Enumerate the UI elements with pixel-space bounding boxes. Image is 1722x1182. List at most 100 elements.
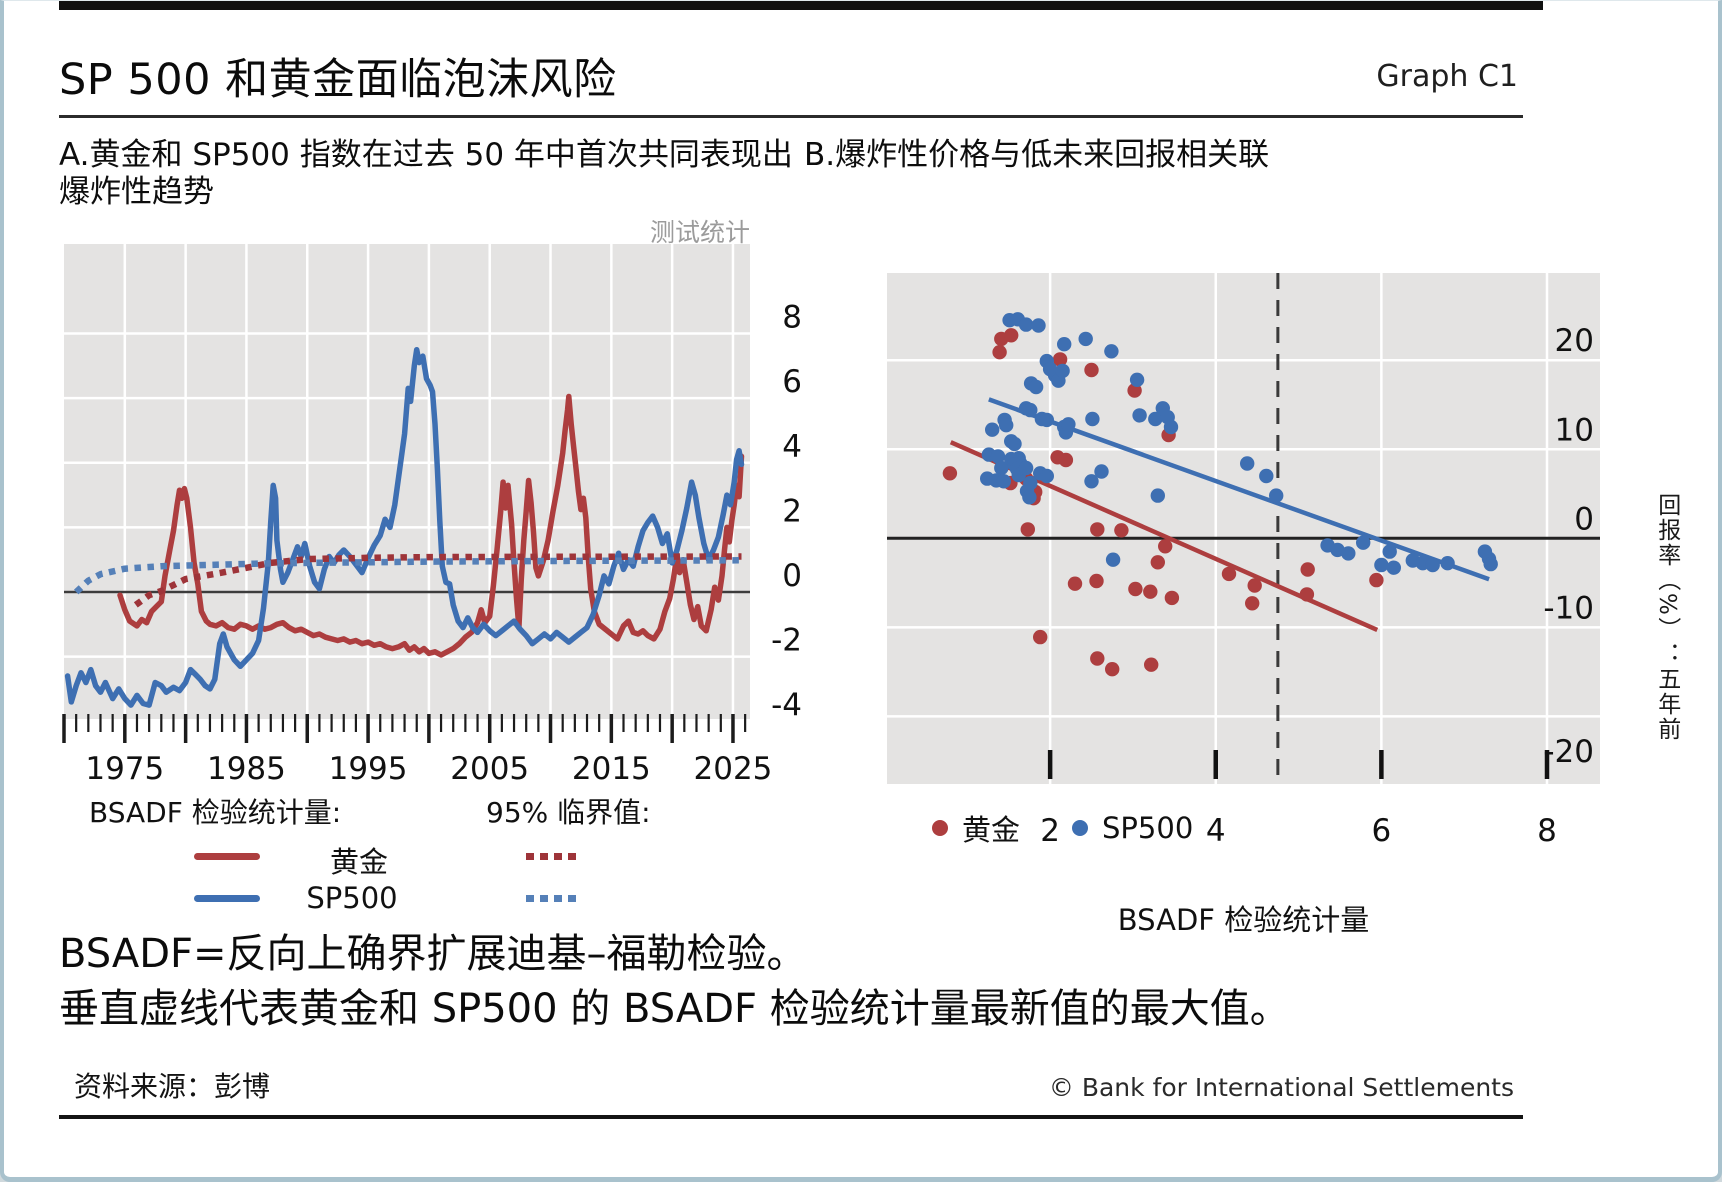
y-label-8: 8 — [782, 300, 802, 336]
legend-a-gold-label: 黄金 — [329, 845, 388, 879]
point — [1143, 584, 1158, 599]
sp500-line-swatch — [194, 895, 260, 902]
source-label: 资料来源：彭博 — [74, 1070, 271, 1103]
legend-a-sp500-label: SP500 — [306, 881, 398, 915]
point — [1039, 468, 1054, 484]
panel-a-y-labels: 8 6 4 2 0 -2 -4 — [771, 300, 802, 724]
point — [1129, 372, 1145, 387]
legend-b-gold-label: 黄金 — [962, 813, 1021, 847]
point — [1369, 572, 1384, 588]
point — [1114, 523, 1129, 538]
point — [1269, 488, 1284, 503]
y-label-10: 10 — [1555, 412, 1594, 448]
point — [1094, 464, 1109, 479]
panel-a-x-ticks — [62, 714, 747, 743]
point — [1374, 557, 1389, 573]
panel-a-chart: 1975 1985 1995 2005 2015 2025 8 6 4 2 0 -2 -4 — [62, 244, 802, 787]
point — [1341, 546, 1356, 561]
gold-critical-swatch — [526, 853, 578, 860]
point — [1150, 555, 1165, 570]
sp500-critical-swatch — [526, 895, 578, 902]
point — [1031, 318, 1046, 333]
point — [1058, 452, 1074, 468]
panel-b-x-axis-title: BSADF 检验统计量 — [1117, 903, 1370, 937]
x-label-6: 6 — [1372, 813, 1392, 849]
x-label-2015: 2015 — [572, 751, 651, 787]
legend-a-critical-heading: 95% 临界值: — [486, 796, 651, 829]
y-label-0: 0 — [1574, 501, 1594, 537]
sp500-critical-line — [73, 557, 742, 595]
point — [1004, 328, 1019, 343]
panel-b-legend: 黄金 SP500 — [932, 807, 1231, 849]
point — [1300, 562, 1315, 577]
y-label-0: 0 — [782, 558, 802, 594]
point — [1299, 587, 1315, 602]
panel-a-plot-area — [64, 244, 750, 719]
point — [1425, 557, 1440, 573]
copyright-label: © Bank for International Settlements — [1048, 1073, 1514, 1102]
panel-b-y-labels: 20 10 0 -10 -20 — [1543, 323, 1594, 770]
x-label-1995: 1995 — [329, 751, 408, 787]
point — [1023, 402, 1038, 418]
point — [1132, 408, 1147, 423]
panel-a-title: A.黄金和 SP500 指数在过去 50 年中首次共同表现出爆炸性趋势 — [59, 137, 793, 211]
point — [1483, 556, 1498, 572]
footnote-line-1: BSADF=反向上确界扩展迪基–福勒检验。 — [59, 931, 807, 977]
point — [1247, 578, 1262, 593]
top-accent-bar — [59, 1, 1543, 10]
panel-b-title: B.爆炸性价格与低未来回报相关联 — [804, 137, 1270, 173]
point — [942, 466, 958, 481]
header-divider — [59, 115, 1523, 118]
point — [1018, 317, 1034, 332]
point — [996, 474, 1011, 489]
panel-b-plot-area — [887, 273, 1600, 784]
y-label-2: 2 — [782, 493, 802, 529]
gold-line-swatch — [194, 853, 260, 860]
y-label-6: 6 — [782, 364, 802, 400]
panel-b-y-axis-title: 回报率（%）：五年前 — [1653, 493, 1680, 742]
x-label-2025: 2025 — [694, 751, 773, 787]
footnote-line-2: 垂直虚线代表黄金和 SP500 的 BSADF 检验统计量最新值的最大值。 — [59, 986, 1290, 1033]
gold-line — [117, 393, 745, 658]
point — [1089, 573, 1104, 589]
point — [1158, 539, 1173, 554]
y-label-20: 20 — [1555, 323, 1594, 359]
graph-number-label: Graph C1 — [1376, 59, 1518, 94]
point — [1163, 419, 1179, 435]
point — [1440, 556, 1455, 571]
point — [1067, 576, 1083, 591]
footnotes: BSADF=反向上确界扩展迪基–福勒检验。 垂直虚线代表黄金和 SP500 的 … — [59, 927, 1619, 1037]
point — [1039, 412, 1054, 428]
point — [1356, 535, 1371, 550]
point — [1007, 436, 1022, 452]
point — [1330, 542, 1345, 558]
blue-points — [980, 312, 1498, 575]
sp500-line — [64, 346, 745, 708]
panel-b-x-ticks — [1047, 750, 1550, 779]
x-label-1975: 1975 — [85, 751, 164, 787]
gold-dot-swatch — [932, 820, 948, 836]
point — [1144, 657, 1159, 672]
point — [1020, 522, 1035, 537]
point — [1033, 629, 1048, 645]
sp500-dot-swatch — [1072, 820, 1089, 836]
x-label-8: 8 — [1537, 813, 1557, 849]
point — [1259, 468, 1274, 484]
panel-b-chart: 2 4 6 8 20 10 0 -10 -20 — [887, 273, 1600, 849]
point — [1240, 456, 1255, 471]
y-label--20: -20 — [1543, 734, 1594, 770]
point — [1128, 581, 1143, 597]
panel-a-x-labels: 1975 1985 1995 2005 2015 2025 — [85, 751, 772, 787]
point — [1245, 596, 1260, 611]
point — [1221, 566, 1237, 582]
page-title: SP 500 和黄金面临泡沫风险 — [59, 55, 617, 105]
point — [1150, 488, 1165, 503]
point — [1148, 411, 1163, 427]
panel-a-unit-label: 测试统计 — [649, 218, 750, 247]
point — [1022, 490, 1037, 505]
point — [999, 418, 1014, 433]
point — [994, 460, 1009, 476]
point — [1028, 379, 1044, 395]
x-label-2: 2 — [1040, 813, 1060, 849]
point — [992, 345, 1007, 360]
